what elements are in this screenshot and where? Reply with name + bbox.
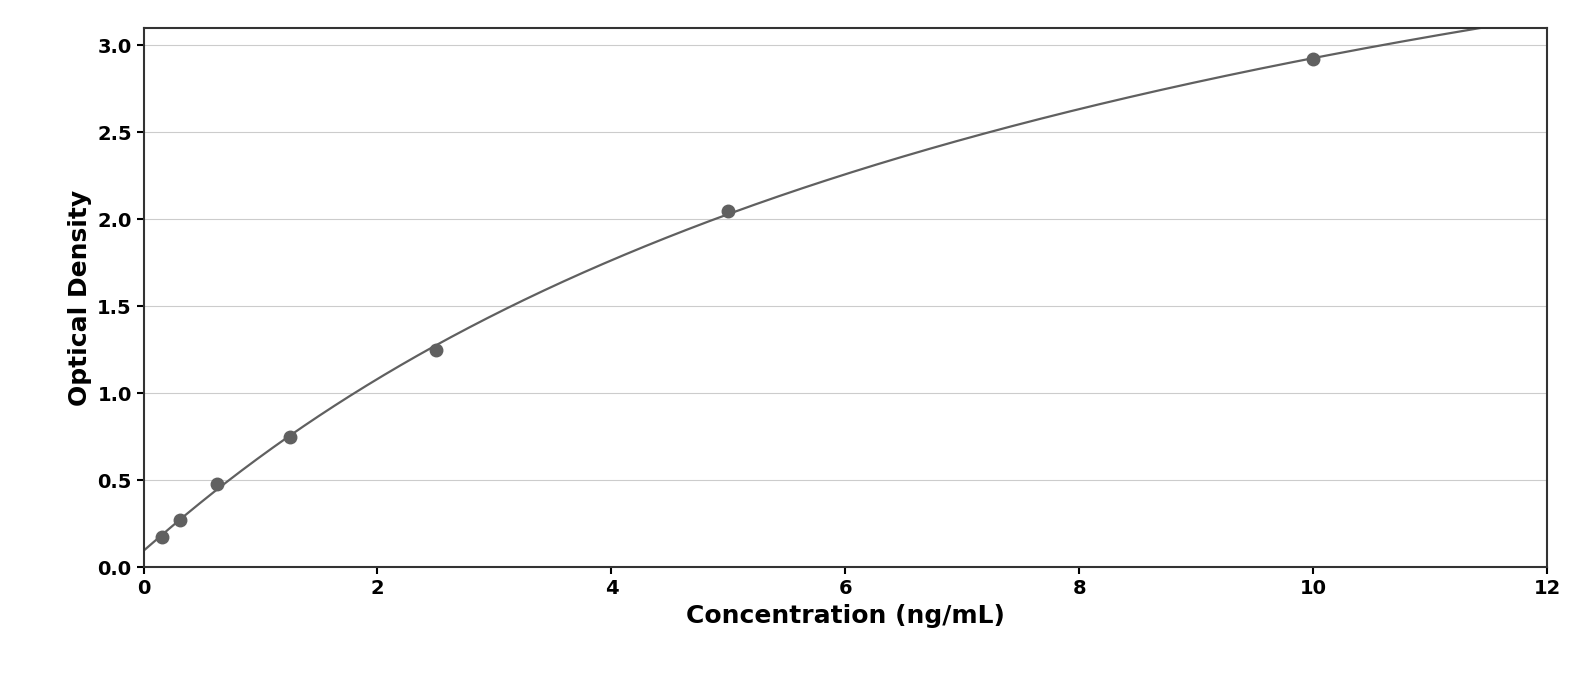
Point	[148, 531, 174, 543]
Point	[716, 205, 742, 216]
Point	[167, 515, 193, 526]
Point	[204, 478, 230, 489]
Point	[1300, 53, 1325, 64]
X-axis label: Concentration (ng/mL): Concentration (ng/mL)	[686, 604, 1005, 628]
Point	[278, 431, 303, 442]
Point	[423, 344, 448, 355]
Y-axis label: Optical Density: Optical Density	[67, 190, 91, 406]
